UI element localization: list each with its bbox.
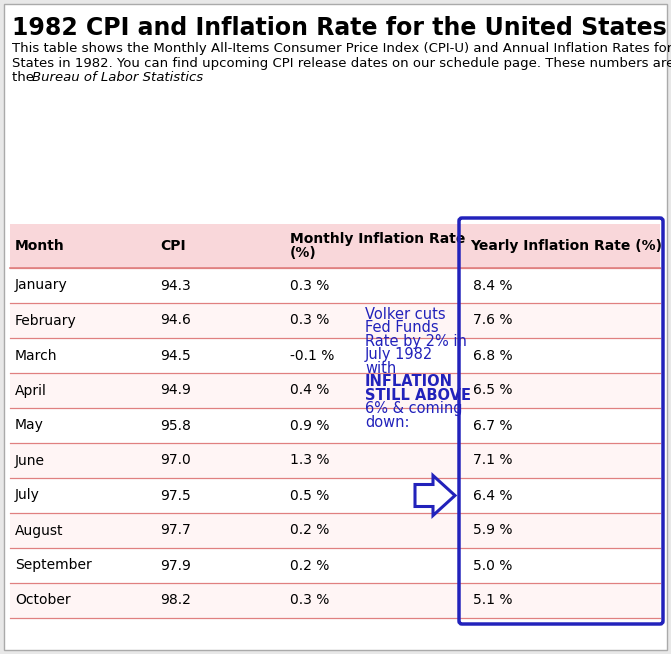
Bar (10, 373, 660, 408)
Text: January: January (15, 279, 68, 292)
Text: July 1982: July 1982 (365, 347, 433, 362)
Text: August: August (15, 523, 64, 538)
Text: 0.3 %: 0.3 % (290, 279, 329, 292)
Text: 0.9 %: 0.9 % (290, 419, 329, 432)
Text: 6.7 %: 6.7 % (473, 419, 513, 432)
Text: 0.5 %: 0.5 % (290, 489, 329, 502)
Text: April: April (15, 383, 47, 398)
Text: October: October (15, 593, 70, 608)
Text: (%): (%) (290, 246, 317, 260)
Text: 97.5: 97.5 (160, 489, 191, 502)
Text: 0.4 %: 0.4 % (290, 383, 329, 398)
Text: 5.0 %: 5.0 % (473, 559, 513, 572)
Text: 0.3 %: 0.3 % (290, 313, 329, 328)
Text: Rate by 2% in: Rate by 2% in (365, 334, 467, 349)
Text: February: February (15, 313, 76, 328)
Text: 7.6 %: 7.6 % (473, 313, 513, 328)
Text: This table shows the Monthly All-Items Consumer Price Index (CPI-U) and Annual I: This table shows the Monthly All-Items C… (12, 42, 671, 55)
Text: July: July (15, 489, 40, 502)
Text: 6.8 %: 6.8 % (473, 349, 513, 362)
Text: 7.1 %: 7.1 % (473, 453, 513, 468)
Text: Month: Month (15, 239, 64, 253)
Text: the: the (12, 71, 38, 84)
Text: 1.3 %: 1.3 % (290, 453, 329, 468)
Text: Bureau of Labor Statistics: Bureau of Labor Statistics (32, 71, 203, 84)
Text: CPI: CPI (160, 239, 186, 253)
Text: 1982 CPI and Inflation Rate for the United States: 1982 CPI and Inflation Rate for the Unit… (12, 16, 667, 40)
Text: 98.2: 98.2 (160, 593, 191, 608)
Bar (10, 548, 660, 583)
Text: INFLATION: INFLATION (365, 375, 453, 390)
Text: 8.4 %: 8.4 % (473, 279, 513, 292)
Bar (10, 443, 660, 478)
Text: Volker cuts: Volker cuts (365, 307, 446, 322)
Text: 97.9: 97.9 (160, 559, 191, 572)
Text: 94.9: 94.9 (160, 383, 191, 398)
Text: 95.8: 95.8 (160, 419, 191, 432)
Text: 97.0: 97.0 (160, 453, 191, 468)
Text: States in 1982. You can find upcoming CPI release dates on our schedule page. Th: States in 1982. You can find upcoming CP… (12, 57, 671, 70)
Bar (10, 338, 660, 373)
Text: 5.1 %: 5.1 % (473, 593, 513, 608)
Text: 6% & coming: 6% & coming (365, 402, 462, 417)
Text: Yearly Inflation Rate (%): Yearly Inflation Rate (%) (470, 239, 662, 253)
Text: 97.7: 97.7 (160, 523, 191, 538)
Text: with: with (365, 361, 397, 376)
Text: STILL ABOVE: STILL ABOVE (365, 388, 471, 403)
Text: .: . (160, 71, 164, 84)
Text: 94.5: 94.5 (160, 349, 191, 362)
Text: down:: down: (365, 415, 409, 430)
Text: 0.2 %: 0.2 % (290, 523, 329, 538)
Text: 6.5 %: 6.5 % (473, 383, 513, 398)
Bar (10, 513, 660, 548)
Text: May: May (15, 419, 44, 432)
Bar (10, 583, 660, 618)
Text: June: June (15, 453, 45, 468)
Bar (10, 478, 660, 513)
Bar (10, 224, 660, 268)
Text: 6.4 %: 6.4 % (473, 489, 513, 502)
Polygon shape (415, 475, 455, 515)
Text: 94.3: 94.3 (160, 279, 191, 292)
Text: September: September (15, 559, 92, 572)
Text: -0.1 %: -0.1 % (290, 349, 334, 362)
Text: March: March (15, 349, 58, 362)
Bar (10, 408, 660, 443)
Bar (10, 268, 660, 303)
Text: 94.6: 94.6 (160, 313, 191, 328)
Text: 0.2 %: 0.2 % (290, 559, 329, 572)
Bar (10, 303, 660, 338)
Text: Fed Funds: Fed Funds (365, 320, 439, 336)
Text: 0.3 %: 0.3 % (290, 593, 329, 608)
Text: 5.9 %: 5.9 % (473, 523, 513, 538)
Text: Monthly Inflation Rate: Monthly Inflation Rate (290, 232, 466, 246)
